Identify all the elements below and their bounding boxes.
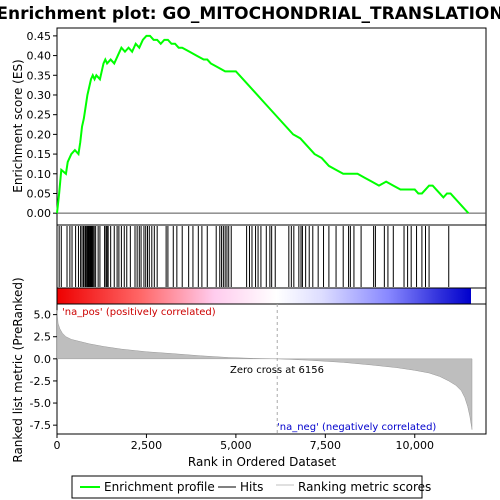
es-y-axis-label: Enrichment score (ES) xyxy=(11,59,25,192)
legend-label-metric: Ranking metric scores xyxy=(298,480,431,494)
metric-y-tick-label: -7.5 xyxy=(30,419,51,432)
metric-y-tick-label: 5.0 xyxy=(34,309,52,322)
es-y-tick-label: 0.40 xyxy=(27,50,52,63)
negative-correlation-label: 'na_neg' (negatively correlated) xyxy=(277,422,436,433)
metric-y-tick-label: -2.5 xyxy=(30,375,51,388)
metric-y-tick-label: -5.0 xyxy=(30,397,51,410)
es-y-tick-label: 0.25 xyxy=(27,109,52,122)
metric-y-axis-label: Ranked list metric (PreRanked) xyxy=(11,277,25,462)
legend: Enrichment profile Hits Ranking metric s… xyxy=(72,476,431,498)
es-y-tick-label: 0.35 xyxy=(27,69,52,82)
x-tick-label: 7,500 xyxy=(310,439,342,452)
es-y-tick-label: 0.00 xyxy=(27,207,52,220)
x-tick-label: 0 xyxy=(54,439,61,452)
metric-y-tick-label: 2.5 xyxy=(34,331,52,344)
legend-label-enrichment: Enrichment profile xyxy=(104,480,215,494)
es-y-tick-label: 0.45 xyxy=(27,30,52,43)
es-y-tick-label: 0.20 xyxy=(27,128,52,141)
ranking-color-bar xyxy=(57,288,471,304)
x-axis-label: Rank in Ordered Dataset xyxy=(188,455,336,469)
chart-title: Enrichment plot: GO_MITOCHONDRIAL_TRANSL… xyxy=(0,4,500,24)
es-y-ticks: 0.00 0.05 0.10 0.15 0.20 0.25 0.30 0.35 0.40 0.45 xyxy=(27,30,58,220)
legend-label-hits: Hits xyxy=(240,480,263,494)
metric-y-ticks: 5.0 2.5 0.0 -2.5 -5.0 -7.5 xyxy=(30,309,57,433)
x-tick-label: 10,000 xyxy=(396,439,435,452)
es-plot-area xyxy=(57,28,486,225)
x-tick-label: 5,000 xyxy=(220,439,252,452)
es-y-tick-label: 0.10 xyxy=(27,168,52,181)
hits-panel xyxy=(57,225,486,288)
x-tick-label: 2,500 xyxy=(131,439,163,452)
es-panel: 0.00 0.05 0.10 0.15 0.20 0.25 0.30 0.35 0.40 0.45… xyxy=(11,28,486,225)
zero-cross-label: Zero cross at 6156 xyxy=(230,365,324,376)
x-ticks: 0 2,500 5,000 7,500 10,000 xyxy=(54,434,435,452)
metric-y-tick-label: 0.0 xyxy=(34,353,52,366)
es-y-tick-label: 0.15 xyxy=(27,148,52,161)
es-y-tick-label: 0.30 xyxy=(27,89,52,102)
positive-correlation-label: 'na_pos' (positively correlated) xyxy=(62,307,216,318)
es-y-tick-label: 0.05 xyxy=(27,187,52,200)
